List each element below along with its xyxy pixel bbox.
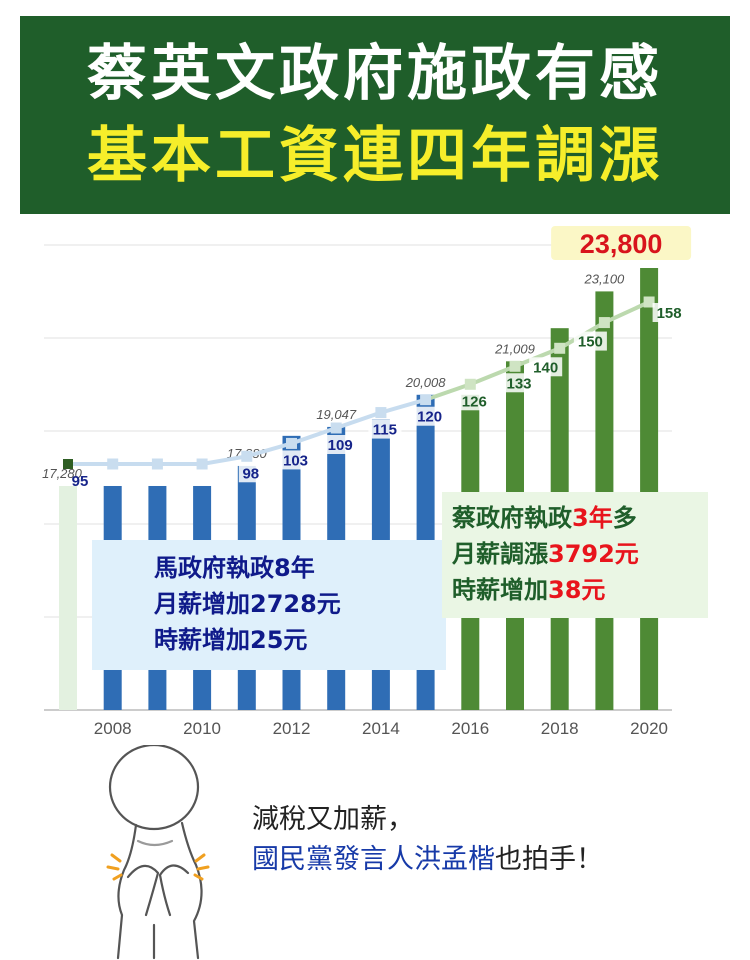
tsai-summary-box: 蔡政府執政3年多 月薪調漲3792元 時薪增加38元 bbox=[442, 492, 708, 618]
hourly-value-label: 98 bbox=[242, 465, 259, 482]
tsai-line2-text: 月薪調漲 bbox=[452, 540, 548, 568]
hourly-marker-2007 bbox=[63, 459, 73, 469]
x-tick-label: 2012 bbox=[273, 719, 311, 738]
hourly-wage-line-tsai bbox=[424, 300, 650, 402]
hourly-value-label: 150 bbox=[578, 334, 603, 351]
x-tick-label: 2018 bbox=[541, 719, 579, 738]
hourly-marker-2017 bbox=[509, 360, 521, 372]
hourly-marker-2009 bbox=[151, 458, 163, 470]
x-tick-label: 2014 bbox=[362, 719, 400, 738]
hourly-marker-2019 bbox=[598, 317, 610, 329]
hourly-value-label: 133 bbox=[506, 375, 531, 392]
caption-spokesperson: 國民黨發言人洪孟楷 bbox=[252, 844, 495, 875]
title-line1: 蔡英文政府施政有感 bbox=[87, 39, 663, 109]
caption: 減稅又加薪， 國民黨發言人洪孟楷也拍手！ bbox=[252, 800, 603, 880]
hourly-label-bg bbox=[413, 406, 447, 426]
tsai-summary-line2: 月薪調漲3792元 bbox=[452, 536, 708, 572]
bar-2020 bbox=[640, 268, 659, 710]
hourly-marker-2008 bbox=[107, 458, 119, 470]
highlight-value-label: 23,800 bbox=[580, 229, 663, 259]
title-line2: 基本工資連四年調漲 bbox=[87, 121, 663, 191]
hourly-marker-2016 bbox=[464, 378, 476, 390]
x-tick-label: 2016 bbox=[451, 719, 489, 738]
x-tick-label: 2020 bbox=[630, 719, 668, 738]
tsai-line3-text: 時薪增加 bbox=[452, 576, 548, 604]
hourly-value-label: 95 bbox=[72, 473, 89, 490]
bar-value-label: 20,008 bbox=[405, 375, 447, 390]
caption-line1: 減稅又加薪， bbox=[252, 804, 414, 835]
hourly-label-bg bbox=[279, 450, 312, 470]
tsai-line2-highlight: 3792元 bbox=[548, 540, 639, 568]
bar-value-label: 17,280 bbox=[42, 466, 83, 481]
hourly-marker-2012 bbox=[286, 437, 297, 449]
bar-value-label: 19,047 bbox=[316, 407, 357, 422]
hourly-value-label: 140 bbox=[533, 359, 558, 376]
hourly-label-bg bbox=[457, 391, 491, 411]
ma-summary-line3: 時薪增加25元 bbox=[154, 626, 308, 654]
hourly-value-label: 103 bbox=[283, 452, 308, 469]
x-tick-label: 2008 bbox=[94, 719, 132, 738]
highlight-label-bg bbox=[551, 226, 692, 260]
x-tick-label: 2010 bbox=[183, 719, 221, 738]
clapping-person-illustration bbox=[106, 745, 210, 960]
hourly-value-label: 158 bbox=[657, 305, 682, 322]
hourly-label-bg bbox=[368, 419, 402, 439]
hourly-value-label: 109 bbox=[328, 437, 353, 454]
hourly-label-bg bbox=[502, 373, 536, 393]
hourly-marker-2018 bbox=[554, 342, 566, 354]
caption-line2: 國民黨發言人洪孟楷也拍手！ bbox=[252, 840, 603, 880]
bar-value-label: 23,100 bbox=[584, 271, 626, 286]
hourly-marker-2014 bbox=[375, 407, 387, 419]
hourly-value-label: 126 bbox=[462, 393, 487, 410]
hourly-marker-2020 bbox=[643, 296, 655, 308]
hourly-label-bg bbox=[573, 331, 607, 351]
tsai-summary-line1: 蔡政府執政3年多 bbox=[452, 500, 708, 536]
hourly-marker-2015 bbox=[420, 394, 432, 406]
bar-2007 bbox=[59, 485, 77, 710]
bar-value-label: 21,009 bbox=[494, 341, 535, 356]
tsai-line1-suffix: 多 bbox=[612, 504, 637, 532]
ma-summary-line2: 月薪增加2728元 bbox=[154, 590, 341, 618]
ma-summary-box: 馬政府執政8年 月薪增加2728元 時薪增加25元 bbox=[92, 540, 446, 670]
hourly-label-bg bbox=[323, 435, 357, 454]
hourly-label-bg bbox=[238, 463, 263, 483]
hourly-marker-2010 bbox=[196, 458, 208, 470]
hourly-value-label: 115 bbox=[373, 422, 397, 439]
hourly-marker-2011 bbox=[241, 450, 253, 462]
tsai-line1-text: 蔡政府執政 bbox=[452, 504, 572, 532]
hourly-label-bg bbox=[529, 357, 563, 377]
ma-summary-line1: 馬政府執政8年 bbox=[154, 554, 315, 582]
tsai-summary-line3: 時薪增加38元 bbox=[452, 572, 708, 608]
caption-line2-rest: 也拍手！ bbox=[495, 844, 603, 875]
hourly-label-bg bbox=[652, 303, 686, 322]
title-banner: 蔡英文政府施政有感 基本工資連四年調漲 bbox=[20, 16, 730, 214]
tsai-line3-highlight: 38元 bbox=[548, 576, 606, 604]
hourly-value-label: 120 bbox=[417, 409, 442, 426]
hourly-marker-2013 bbox=[330, 422, 342, 434]
tsai-line1-highlight: 3年 bbox=[572, 504, 613, 532]
